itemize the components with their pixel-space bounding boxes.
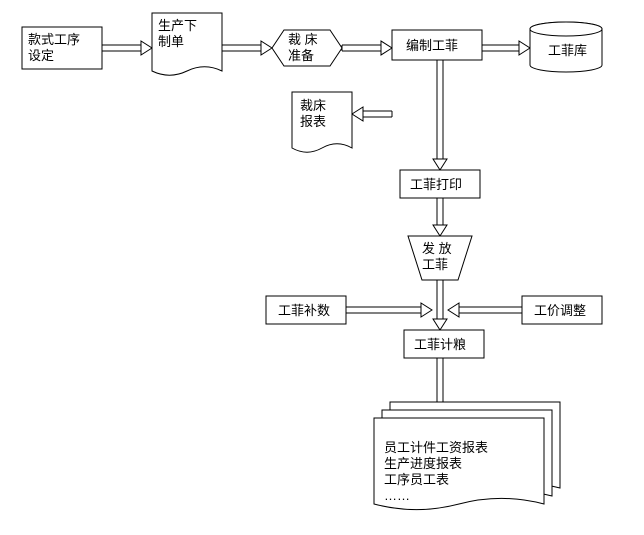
svg-text:准备: 准备 [288,48,314,63]
svg-text:工菲计粮: 工菲计粮 [414,337,466,352]
edge [433,198,447,236]
svg-text:工序员工表: 工序员工表 [384,472,449,487]
edge [342,41,392,55]
svg-text:员工计件工资报表: 员工计件工资报表 [384,440,488,455]
svg-text:工菲: 工菲 [422,257,448,272]
svg-text:生产下: 生产下 [158,18,197,33]
svg-text:生产进度报表: 生产进度报表 [384,456,462,471]
node-n9: 工菲补数 [266,296,346,324]
node-n2: 生产下制单 [152,13,222,75]
node-n5: 工菲库 [530,22,602,72]
svg-text:裁床: 裁床 [300,98,326,113]
edge [102,41,152,55]
svg-text:报表: 报表 [300,114,326,129]
svg-text:发 放: 发 放 [422,241,452,256]
edge [346,303,432,317]
node-n4: 编制工菲 [392,30,482,60]
edge [433,60,447,170]
svg-text:工价调整: 工价调整 [534,303,586,318]
svg-text:……: …… [384,488,410,503]
svg-text:工菲补数: 工菲补数 [278,303,330,318]
edge [433,280,447,330]
svg-text:设定: 设定 [28,48,54,63]
svg-text:款式工序: 款式工序 [28,32,80,47]
svg-text:工菲打印: 工菲打印 [410,177,462,192]
edge [222,41,272,55]
node-n3: 裁 床准备 [272,30,342,66]
edge [482,41,530,55]
node-n10: 工价调整 [522,296,602,324]
node-n7: 工菲打印 [400,170,480,198]
svg-text:编制工菲: 编制工菲 [406,38,458,53]
node-n8: 发 放工菲 [408,236,472,280]
edge [448,303,522,317]
edge [352,107,392,121]
svg-text:制单: 制单 [158,34,184,49]
node-n1: 款式工序设定 [22,27,102,69]
svg-text:工菲库: 工菲库 [548,43,587,58]
node-n12: 员工计件工资报表生产进度报表工序员工表…… [374,402,560,510]
node-n11: 工菲计粮 [404,330,484,358]
node-n6: 裁床报表 [292,92,352,152]
svg-text:裁 床: 裁 床 [288,32,318,47]
